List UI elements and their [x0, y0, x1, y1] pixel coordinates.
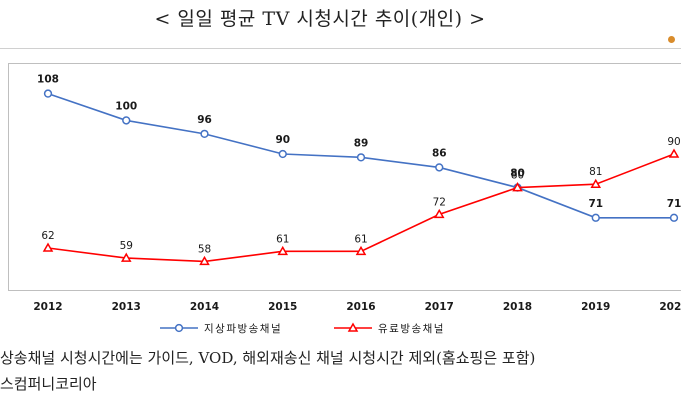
x-tick-label: 2014 — [190, 301, 219, 313]
data-label: 61 — [354, 233, 367, 245]
x-tick-label: 2018 — [503, 301, 532, 313]
data-point — [591, 213, 600, 222]
data-label: 59 — [120, 240, 133, 252]
source-note: 스컴퍼니코리아 — [0, 375, 97, 393]
data-label: 100 — [115, 100, 137, 112]
data-label: 58 — [198, 243, 211, 255]
plot-area — [8, 63, 681, 291]
legend-item: 유료방송채널 — [334, 322, 445, 335]
data-point — [43, 89, 53, 98]
data-point — [669, 213, 679, 222]
data-point — [278, 149, 287, 159]
data-label: 80 — [511, 170, 524, 182]
data-point — [435, 163, 444, 172]
legend-marker — [174, 323, 184, 333]
data-label: 71 — [588, 198, 603, 210]
legend-label: 유료방송채널 — [378, 323, 445, 335]
data-point — [355, 245, 367, 256]
x-tick-label: 2016 — [346, 301, 375, 313]
data-label: 90 — [667, 136, 680, 148]
legend: 지상파방송채널 유료방송채널 — [160, 322, 445, 335]
data-point — [590, 178, 602, 188]
data-point — [668, 148, 680, 158]
data-label: 81 — [589, 166, 602, 178]
x-tick-label: 2015 — [268, 301, 297, 313]
series-2: 62 59 58 61 61 72 80 81 90 — [41, 136, 681, 266]
data-point — [512, 182, 523, 192]
x-tick-label: 2012 — [33, 301, 62, 313]
footnote: 상송채널 시청시간에는 가이드, VOD, 해외재송신 채널 시청시간 제외(홈… — [0, 349, 536, 367]
data-label: 71 — [667, 198, 681, 210]
data-point — [356, 153, 366, 162]
data-label: 61 — [276, 233, 289, 245]
legend-label: 지상파방송채널 — [204, 323, 282, 335]
x-tick-label: 2017 — [425, 301, 454, 313]
data-point — [122, 116, 131, 125]
x-tick-label: 2013 — [112, 301, 141, 313]
data-label: 72 — [433, 196, 446, 208]
data-point — [277, 245, 289, 256]
decorative-dot — [668, 36, 675, 43]
data-point — [433, 208, 445, 219]
x-axis-labels: 2012 2013 2014 2015 2016 2017 2018 2019 2020 — [33, 301, 681, 313]
data-label: 90 — [275, 134, 290, 146]
x-tick-label: 2020 — [659, 301, 681, 313]
data-point — [200, 129, 209, 139]
data-label: 86 — [432, 147, 447, 159]
data-label: 108 — [37, 74, 59, 86]
legend-marker — [347, 322, 359, 332]
data-label: 80 — [510, 168, 525, 180]
data-point — [120, 252, 132, 262]
legend-item: 지상파방송채널 — [160, 323, 282, 335]
data-label: 89 — [354, 137, 369, 149]
series-1: 108 100 96 90 89 86 80 71 71 — [37, 74, 681, 222]
data-point — [199, 255, 210, 266]
data-label: 62 — [41, 230, 54, 242]
x-tick-label: 2019 — [581, 301, 610, 313]
data-point — [42, 242, 54, 252]
title-divider — [0, 48, 681, 49]
data-label: 96 — [197, 114, 212, 126]
chart-title: < 일일 평균 TV 시청시간 추이(개인) > — [154, 8, 486, 30]
